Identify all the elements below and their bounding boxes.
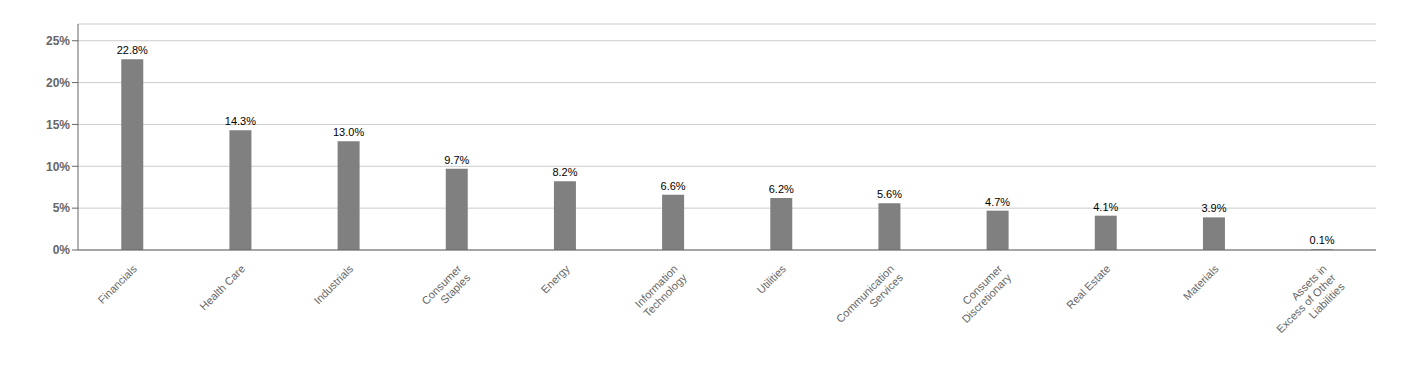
svg-text:Assets inExcess of OtherLiabil: Assets inExcess of OtherLiabilities [1265,262,1347,344]
svg-text:5.6%: 5.6% [877,188,902,200]
svg-text:6.2%: 6.2% [769,183,794,195]
svg-text:10%: 10% [46,160,70,174]
svg-text:14.3%: 14.3% [225,115,256,127]
svg-text:15%: 15% [46,118,70,132]
svg-text:InformationTechnology: InformationTechnology [632,262,689,319]
svg-text:6.6%: 6.6% [661,180,686,192]
svg-text:5%: 5% [53,201,71,215]
svg-text:3.9%: 3.9% [1201,202,1226,214]
svg-text:ConsumerDiscretionary: ConsumerDiscretionary [950,262,1013,325]
svg-text:CommunicationServices: CommunicationServices [834,262,906,334]
svg-text:25%: 25% [46,34,70,48]
svg-text:Utilities: Utilities [754,262,788,296]
svg-text:Real Estate: Real Estate [1064,262,1113,311]
svg-text:4.1%: 4.1% [1093,201,1118,213]
svg-text:Health Care: Health Care [197,262,247,312]
svg-text:20%: 20% [46,76,70,90]
svg-text:Energy: Energy [539,262,572,295]
svg-text:8.2%: 8.2% [552,166,577,178]
svg-text:ConsumerStaples: ConsumerStaples [419,262,473,316]
svg-text:4.7%: 4.7% [985,196,1010,208]
svg-text:Materials: Materials [1181,262,1221,302]
svg-text:13.0%: 13.0% [333,126,364,138]
svg-text:9.7%: 9.7% [444,154,469,166]
svg-text:0%: 0% [53,243,71,257]
svg-text:0.1%: 0.1% [1310,234,1335,246]
svg-text:Industrials: Industrials [311,262,355,306]
svg-text:22.8%: 22.8% [117,44,148,56]
svg-text:Financials: Financials [96,262,140,306]
